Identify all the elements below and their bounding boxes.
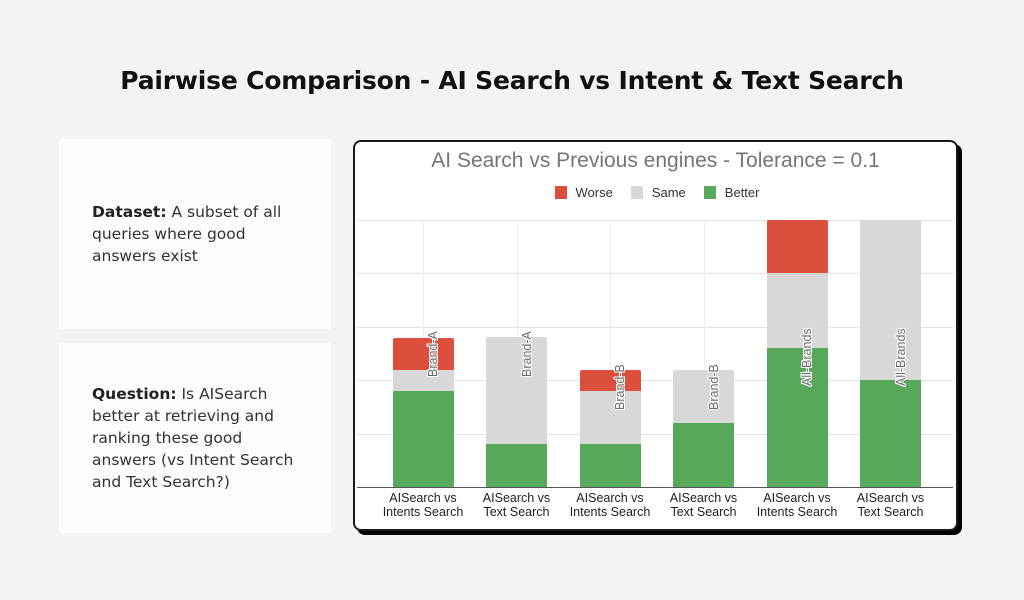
legend-label-worse: Worse <box>575 185 613 200</box>
dataset-description: Dataset: A subset of all queries where g… <box>92 201 297 267</box>
stacked-bar[interactable] <box>766 220 828 487</box>
bar-annotation: All-Brands <box>800 328 814 386</box>
legend-item-better[interactable]: Better <box>703 185 760 200</box>
x-axis-label: AISearch vs Intents Search <box>375 491 471 519</box>
x-axis-label-line: Text Search <box>483 505 550 519</box>
dataset-text: A subset of all queries where good answe… <box>92 203 282 265</box>
dataset-card: Dataset: A subset of all queries where g… <box>59 139 331 329</box>
legend-swatch-worse <box>554 186 567 199</box>
x-axis-labels: AISearch vs Intents Search AISearch vs Text… <box>357 491 953 525</box>
bar-segment-worse[interactable] <box>392 337 454 370</box>
x-axis-label: AISearch vs Intents Search <box>749 491 845 519</box>
bar-segment-better[interactable] <box>486 444 547 487</box>
bar-segment-same[interactable] <box>673 369 734 423</box>
x-axis-label-line: Text Search <box>857 505 924 519</box>
stacked-bar[interactable] <box>486 337 547 487</box>
gridline-horizontal <box>357 433 953 435</box>
bar-annotation: Brand-B <box>706 363 721 410</box>
x-axis-label: AISearch vs Text Search <box>656 491 752 519</box>
bar-segment-better[interactable] <box>860 380 921 487</box>
x-axis-label-line: AISearch vs <box>389 491 457 505</box>
bar-segment-worse[interactable] <box>579 369 641 391</box>
gridline-horizontal <box>357 220 953 221</box>
x-axis-label-line: AISearch vs <box>482 491 551 505</box>
stacked-bar[interactable] <box>392 337 454 487</box>
legend-label-better: Better <box>724 185 760 200</box>
bar-segment-same[interactable] <box>579 390 641 445</box>
chart-legend: Worse Same Better <box>355 185 956 200</box>
question-description: Question: Is AISearch better at retrievi… <box>92 383 297 493</box>
legend-item-same[interactable]: Same <box>630 185 686 200</box>
x-axis-label-line: AISearch vs <box>856 491 925 505</box>
question-card: Question: Is AISearch better at retrievi… <box>59 343 331 533</box>
bar-annotation: Brand-A <box>519 331 534 378</box>
bar-segment-same[interactable] <box>392 369 454 391</box>
gridline-vertical <box>610 220 611 488</box>
x-axis-label: AISearch vs Text Search <box>843 491 939 519</box>
x-axis-line <box>357 487 953 488</box>
bar-annotation: All-Brands <box>893 328 908 386</box>
gridline-horizontal <box>357 273 953 275</box>
x-axis-label-line: Intents Search <box>382 505 464 519</box>
question-label: Question: <box>92 385 177 403</box>
legend-swatch-better <box>703 186 716 199</box>
bar-segment-better[interactable] <box>579 444 641 487</box>
bar-segment-better[interactable] <box>766 348 828 487</box>
gridline-horizontal <box>357 380 953 382</box>
legend-item-worse[interactable]: Worse <box>554 185 613 200</box>
dataset-label: Dataset: <box>92 203 167 221</box>
x-axis-label-line: Intents Search <box>569 505 651 519</box>
x-axis-label-line: AISearch vs <box>576 491 644 505</box>
chart-frame: AI Search vs Previous engines - Toleranc… <box>353 140 958 531</box>
question-text: Is AISearch better at retrieving and ran… <box>92 385 294 491</box>
bar-segment-same[interactable] <box>860 220 921 381</box>
stacked-bar[interactable] <box>673 369 734 487</box>
legend-swatch-same <box>630 186 643 199</box>
x-axis-label-line: AISearch vs <box>763 491 831 505</box>
x-axis-label-line: AISearch vs <box>669 491 738 505</box>
stacked-bar[interactable] <box>579 369 641 487</box>
legend-label-same: Same <box>651 185 686 200</box>
bar-segment-same[interactable] <box>766 273 828 349</box>
plot-area: Brand-A Brand-A Brand-B Brand-B All-Brands Al… <box>357 220 953 488</box>
x-axis-label: AISearch vs Text Search <box>469 491 565 519</box>
gridline-horizontal <box>357 326 953 328</box>
page-title: Pairwise Comparison - AI Search vs Inten… <box>120 66 904 95</box>
x-axis-label: AISearch vs Intents Search <box>562 491 658 519</box>
bar-annotation: Brand-A <box>426 331 440 378</box>
x-axis-label-line: Text Search <box>670 505 737 519</box>
bar-segment-better[interactable] <box>673 422 734 487</box>
stacked-bar[interactable] <box>860 220 921 487</box>
bar-segment-worse[interactable] <box>766 220 828 274</box>
chart-title: AI Search vs Previous engines - Toleranc… <box>431 149 880 172</box>
gridline-vertical <box>703 220 705 488</box>
x-axis-label-line: Intents Search <box>756 505 838 519</box>
bar-segment-better[interactable] <box>392 390 454 487</box>
bar-annotation: Brand-B <box>613 363 627 410</box>
bar-segment-same[interactable] <box>486 337 547 445</box>
